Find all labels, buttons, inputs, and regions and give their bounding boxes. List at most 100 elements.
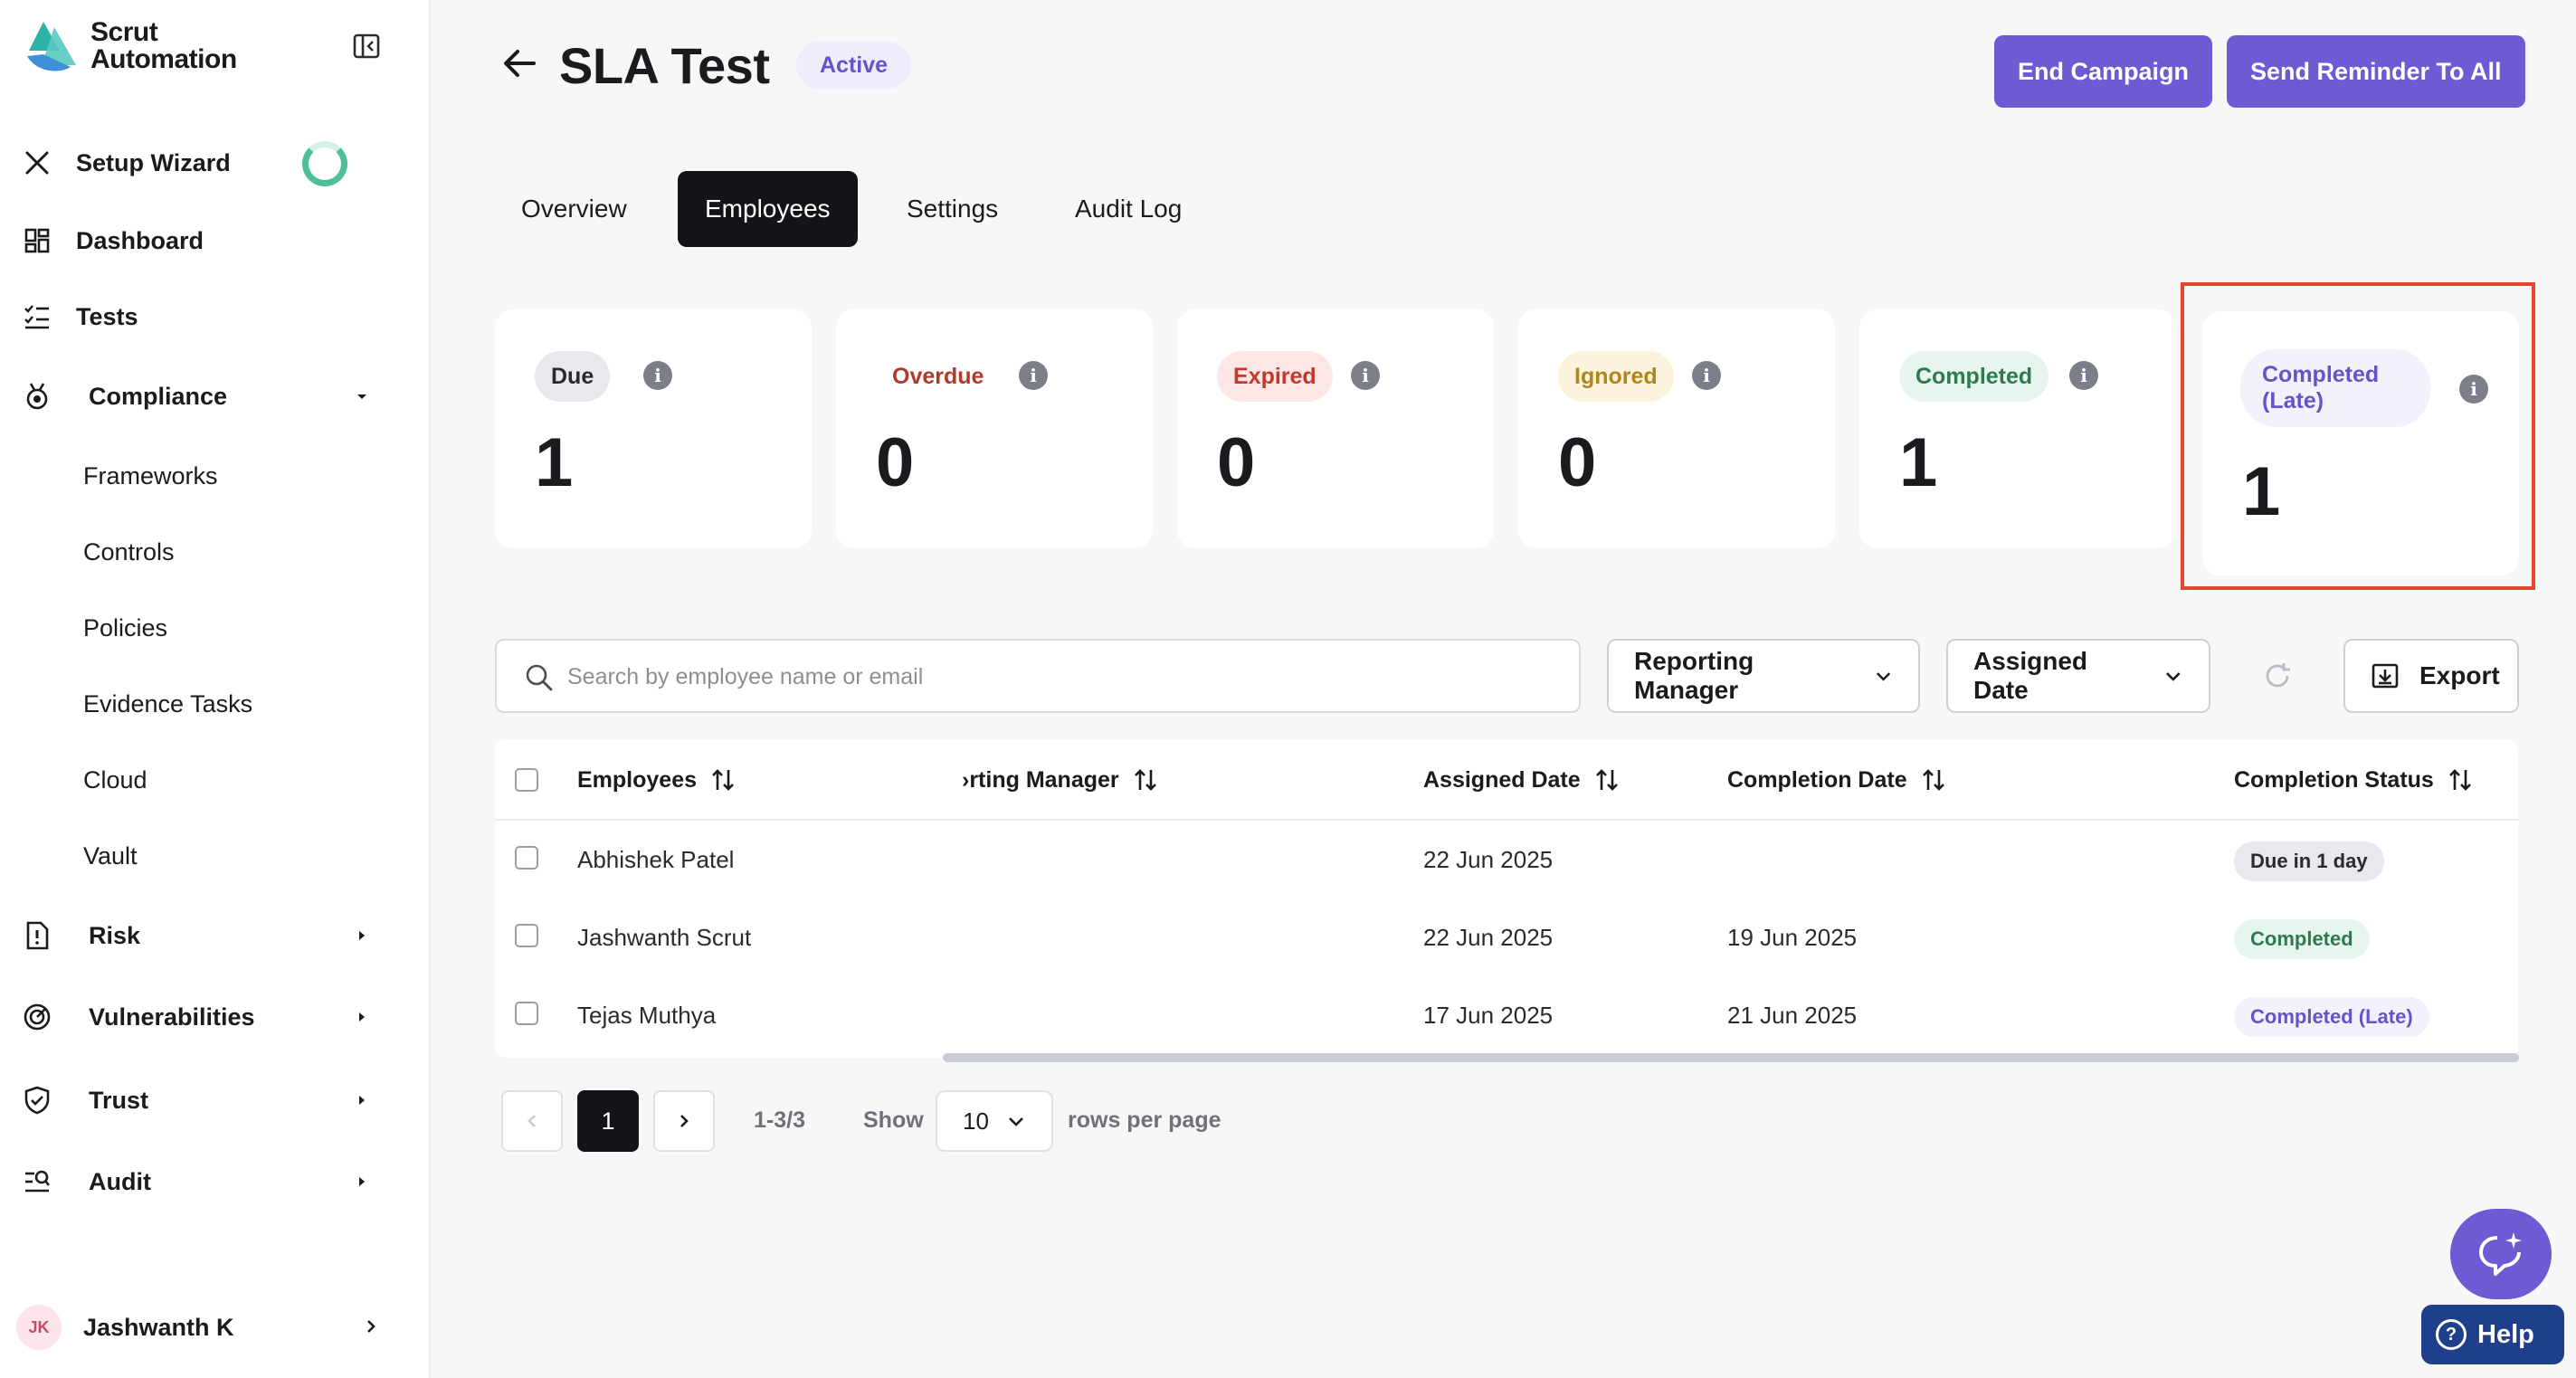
ai-chat-button[interactable] [2450, 1209, 2552, 1299]
info-icon[interactable]: i [643, 361, 672, 390]
back-arrow-icon[interactable] [498, 42, 541, 85]
tab-audit-log[interactable]: Audit Log [1075, 195, 1183, 223]
stat-label: Expired [1217, 351, 1333, 402]
sidebar-item-label: Vault [83, 841, 138, 870]
employee-name: Jashwanth Scrut [577, 924, 752, 951]
tab-settings[interactable]: Settings [907, 195, 999, 223]
send-reminder-button[interactable]: Send Reminder To All [2227, 35, 2525, 108]
sidebar-item-controls[interactable]: Controls [0, 523, 431, 581]
sidebar-item-vault[interactable]: Vault [0, 827, 431, 885]
sidebar-item-risk[interactable]: Risk [0, 907, 431, 965]
brand-line1: Scrut [90, 17, 158, 47]
brand-name: Scrut Automation [90, 19, 237, 73]
tools-icon [25, 151, 49, 175]
sidebar-item-frameworks[interactable]: Frameworks [0, 447, 431, 505]
column-label: Completion Status [2234, 766, 2434, 793]
chevron-down-icon [2166, 672, 2181, 681]
search-input[interactable] [567, 657, 1545, 697]
sidebar-item-dashboard[interactable]: Dashboard [0, 212, 431, 270]
sidebar-item-tests[interactable]: Tests [0, 288, 431, 346]
prev-page-button[interactable] [501, 1090, 563, 1152]
assigned-date-filter[interactable]: Assigned Date [1946, 639, 2210, 713]
user-name: Jashwanth K [83, 1314, 234, 1341]
row-checkbox[interactable] [515, 846, 538, 870]
sidebar-item-evidence-tasks[interactable]: Evidence Tasks [0, 675, 431, 733]
rows-per-page-label: rows per page [1068, 1107, 1221, 1133]
filter-label: Reporting Manager [1634, 647, 1754, 704]
employee-name: Tejas Muthya [577, 1002, 717, 1029]
chevron-right-icon[interactable] [351, 1089, 373, 1111]
chat-sparkle-icon [2479, 1232, 2522, 1276]
sidebar-item-label: Controls [83, 537, 175, 565]
table-row[interactable]: Jashwanth Scrut 22 Jun 2025 19 Jun 2025 … [495, 900, 2518, 978]
info-icon[interactable]: i [2069, 361, 2098, 390]
column-reporting-manager[interactable]: ›rting Manager [962, 766, 1159, 794]
export-button[interactable]: Export [2343, 639, 2519, 713]
next-page-button[interactable] [653, 1090, 715, 1152]
page-button-1[interactable]: 1 [577, 1090, 639, 1152]
info-icon[interactable]: i [2459, 375, 2488, 404]
sidebar-item-setup-wizard[interactable]: Setup Wizard [0, 134, 431, 192]
rows-per-page-select[interactable]: 10 [936, 1090, 1053, 1152]
help-button[interactable]: ? Help [2421, 1305, 2564, 1364]
info-icon[interactable]: i [1351, 361, 1380, 390]
collapse-sidebar-icon[interactable] [351, 31, 382, 62]
filter-label: Assigned Date [1973, 647, 2088, 704]
reporting-manager-filter[interactable]: Reporting Manager [1607, 639, 1920, 713]
user-profile[interactable]: JK Jashwanth K [16, 1305, 234, 1350]
table-row[interactable]: Abhishek Patel 22 Jun 2025 Due in 1 day [495, 822, 2518, 900]
refresh-icon[interactable] [2262, 660, 2293, 691]
chevron-right-icon[interactable] [351, 1171, 373, 1193]
page-range: 1-3/3 [754, 1107, 805, 1133]
column-label: Employees [577, 766, 698, 793]
chevron-right-icon[interactable] [351, 925, 373, 946]
brand[interactable]: Scrut Automation [24, 18, 237, 74]
tab-overview[interactable]: Overview [521, 195, 627, 223]
sidebar: Scrut Automation Setup Wizard Dashboard [0, 0, 431, 1378]
sort-icon[interactable] [2447, 766, 2474, 794]
sidebar-item-cloud[interactable]: Cloud [0, 751, 431, 809]
chevron-right-icon[interactable] [360, 1316, 382, 1337]
horizontal-scrollbar[interactable] [943, 1053, 2519, 1062]
sort-icon[interactable] [709, 766, 737, 794]
chevron-right-icon[interactable] [351, 1006, 373, 1028]
chevron-down-icon[interactable] [351, 385, 373, 407]
stat-label: Completed [1899, 351, 2049, 402]
sort-icon[interactable] [1132, 766, 1159, 794]
stat-label: Ignored [1558, 351, 1674, 402]
row-checkbox[interactable] [515, 924, 538, 947]
sidebar-item-trust[interactable]: Trust [0, 1071, 431, 1129]
chevron-down-icon [1876, 672, 1891, 681]
stat-card-completed: Completed i 1 [1859, 309, 2176, 548]
status-badge: Active [796, 42, 912, 89]
table-row[interactable]: Tejas Muthya 17 Jun 2025 21 Jun 2025 Com… [495, 978, 2518, 1056]
sidebar-item-policies[interactable]: Policies [0, 599, 431, 657]
column-label: ›rting Manager [962, 766, 1119, 793]
sidebar-item-vulnerabilities[interactable]: Vulnerabilities [0, 988, 431, 1046]
brand-line2: Automation [90, 44, 237, 74]
info-icon[interactable]: i [1019, 361, 1048, 390]
assigned-date: 22 Jun 2025 [1423, 924, 1554, 951]
chevron-left-icon [528, 1115, 536, 1127]
medal-icon [26, 383, 48, 410]
sidebar-item-audit[interactable]: Audit [0, 1153, 431, 1211]
sidebar-item-compliance[interactable]: Compliance [0, 367, 431, 425]
row-checkbox[interactable] [515, 1002, 538, 1025]
info-icon[interactable]: i [1692, 361, 1721, 390]
column-assigned-date[interactable]: Assigned Date [1423, 766, 1621, 794]
status-badge: Completed [2234, 919, 2370, 959]
select-all-checkbox[interactable] [515, 768, 538, 792]
tab-employees[interactable]: Employees [678, 171, 858, 247]
end-campaign-button[interactable]: End Campaign [1994, 35, 2213, 108]
column-employees[interactable]: Employees [577, 766, 737, 794]
employee-name: Abhishek Patel [577, 846, 735, 873]
stat-count: 1 [2242, 453, 2281, 530]
stat-count: 0 [876, 424, 915, 501]
shield-check-icon [24, 1086, 50, 1115]
column-completion-date[interactable]: Completion Date [1727, 766, 1947, 794]
search-box[interactable] [495, 639, 1581, 713]
column-completion-status[interactable]: Completion Status [2234, 766, 2474, 794]
status-badge: Due in 1 day [2234, 841, 2384, 881]
sort-icon[interactable] [1920, 766, 1947, 794]
sort-icon[interactable] [1593, 766, 1621, 794]
